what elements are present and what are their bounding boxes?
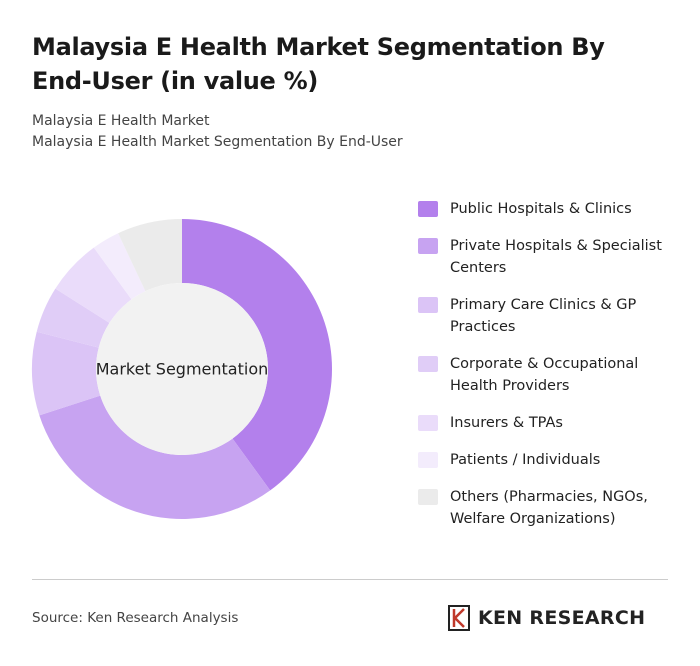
legend-label: Others (Pharmacies, NGOs, Welfare Organi… — [450, 489, 648, 527]
legend-item: Corporate & Occupational Health Provider… — [418, 353, 668, 397]
legend-label: Patients / Individuals — [450, 452, 601, 468]
legend-swatch — [418, 201, 438, 217]
legend-swatch — [418, 238, 438, 254]
legend-swatch — [418, 297, 438, 313]
legend-item: Primary Care Clinics & GP Practices — [418, 294, 668, 338]
legend-label: Private Hospitals & Specialist Centers — [450, 238, 662, 276]
slice — [32, 331, 101, 416]
legend-swatch — [418, 489, 438, 505]
slice — [118, 219, 182, 292]
slice — [55, 247, 132, 323]
subtitle: Malaysia E Health Market Segmentation By… — [32, 134, 403, 150]
legend-label: Insurers & TPAs — [450, 415, 563, 431]
source: Source: Ken Research Analysis — [32, 610, 239, 626]
legend: Public Hospitals & Clinics Private Hospit… — [418, 198, 668, 545]
legend-item: Others (Pharmacies, NGOs, Welfare Organi… — [418, 486, 668, 530]
chart-title: Malaysia E Health Market Segmentation By… — [32, 33, 605, 95]
divider — [32, 579, 668, 580]
legend-swatch — [418, 452, 438, 468]
brand-icon — [448, 605, 470, 631]
legend-label: Public Hospitals & Clinics — [450, 201, 632, 217]
brand-logo: KEN RESEARCH — [448, 604, 645, 632]
legend-label: Primary Care Clinics & GP Practices — [450, 297, 637, 335]
donut-hole — [96, 283, 268, 455]
slice — [39, 395, 271, 519]
legend-swatch — [418, 415, 438, 431]
legend-item: Public Hospitals & Clinics — [418, 198, 668, 220]
legend-item: Insurers & TPAs — [418, 412, 668, 434]
subtitle: Malaysia E Health Market — [32, 113, 210, 129]
slice — [182, 219, 332, 491]
donut-chart: Market Segmentation — [32, 219, 332, 519]
legend-item: Private Hospitals & Specialist Centers — [418, 235, 668, 279]
legend-item: Patients / Individuals — [418, 449, 668, 471]
center-label: Market Segmentation — [96, 360, 269, 379]
legend-label: Corporate & Occupational Health Provider… — [450, 356, 639, 394]
brand-name: KEN RESEARCH — [478, 607, 646, 629]
slice — [36, 288, 110, 348]
legend-swatch — [418, 356, 438, 372]
slice — [93, 233, 146, 300]
